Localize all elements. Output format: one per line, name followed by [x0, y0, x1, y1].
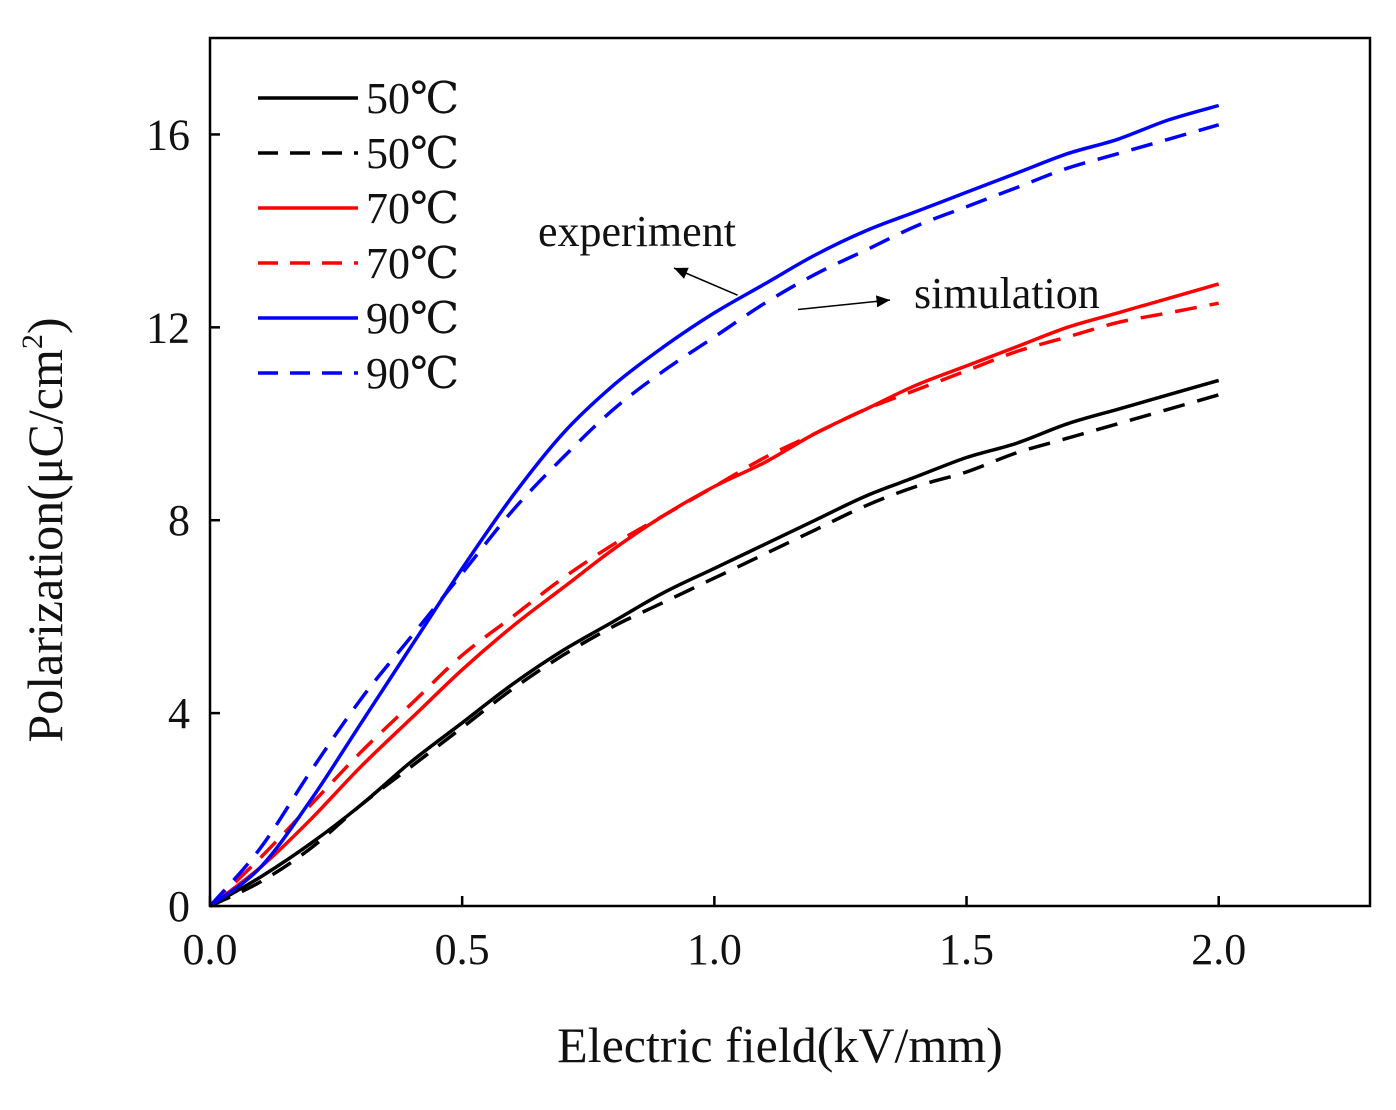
- x-tick-label-1: 0.5: [435, 925, 490, 974]
- ticks-layer: 0.0 0.5 1.0 1.5 2.0 0 4 8 12 16: [146, 110, 1246, 974]
- legend-label-4: 90℃: [366, 294, 459, 343]
- series-line-0: [209, 378, 1220, 908]
- annotations: experiment simulation: [538, 207, 1100, 318]
- legend-label-2: 70℃: [366, 184, 459, 233]
- y-tick-label-2: 8: [168, 496, 190, 545]
- series-layer: [208, 103, 1220, 908]
- annotation-experiment-arrow: [673, 267, 738, 296]
- legend-label-1: 50℃: [366, 129, 459, 178]
- plot-frame: [208, 36, 1372, 908]
- series-line-5: [208, 123, 1220, 908]
- y-tick-label-1: 4: [168, 689, 190, 738]
- annotation-simulation: simulation: [914, 269, 1100, 318]
- annotation-simulation-arrow: [797, 295, 891, 311]
- y-tick-label-3: 12: [146, 303, 190, 352]
- legend-label-5: 90℃: [366, 349, 459, 398]
- annotation-experiment: experiment: [538, 207, 736, 256]
- series-line-1: [209, 393, 1220, 908]
- x-axis-title: Electric field(kV/mm): [557, 1017, 1003, 1073]
- y-tick-label-4: 16: [146, 110, 190, 159]
- x-tick-label-0: 0.0: [183, 925, 238, 974]
- y-tick-label-0: 0: [168, 882, 190, 931]
- series-line-3: [208, 301, 1220, 908]
- legend-label-3: 70℃: [366, 239, 459, 288]
- series-line-4: [208, 103, 1220, 908]
- y-axis-title: Polarization(μC/cm2): [16, 317, 73, 742]
- x-tick-label-4: 2.0: [1191, 925, 1246, 974]
- x-tick-label-2: 1.0: [687, 925, 742, 974]
- legend-label-0: 50℃: [366, 74, 459, 123]
- legend: 50℃ 50℃ 70℃ 70℃ 90℃ 90℃: [258, 74, 459, 398]
- x-tick-label-3: 1.5: [939, 925, 994, 974]
- series-line-2: [208, 282, 1220, 908]
